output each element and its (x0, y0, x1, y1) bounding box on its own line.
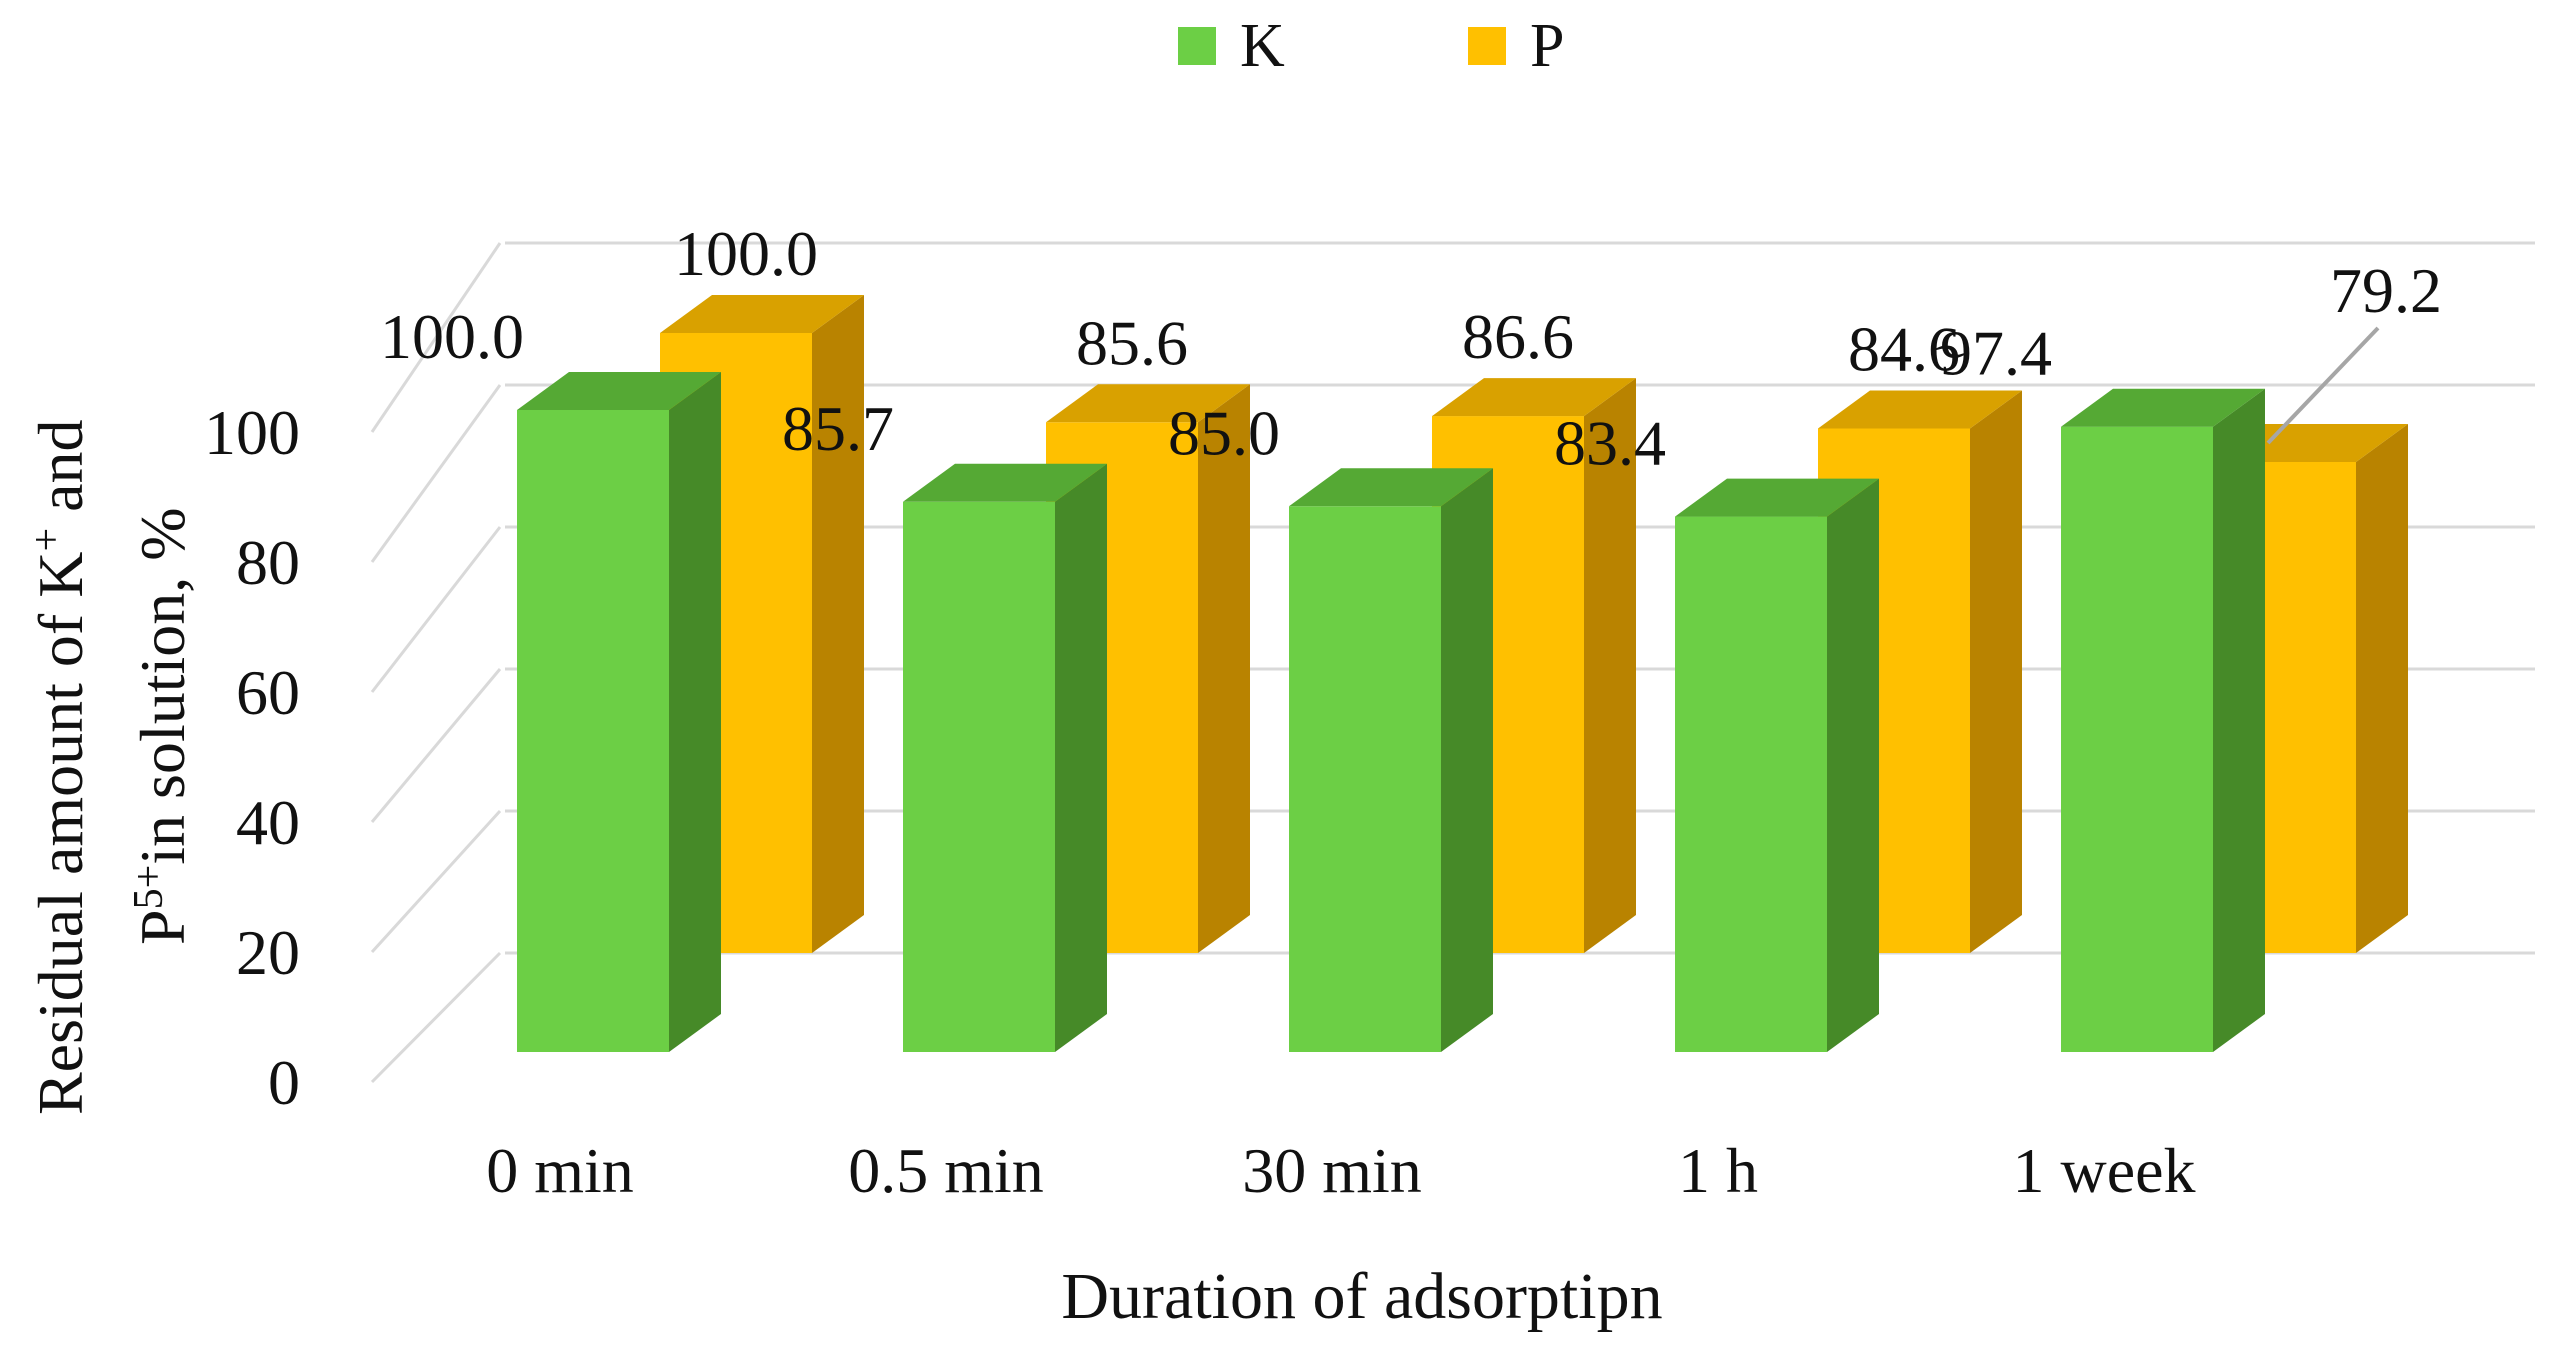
label-leader-line (2266, 326, 2380, 445)
bar-top-face (1046, 384, 1250, 423)
bar-side-face (669, 372, 721, 1052)
x-tick-label: 30 min (1242, 1135, 1422, 1206)
data-label-p: 84.6 (1848, 313, 1960, 384)
y-tick-label: 60 (236, 657, 300, 728)
bar-front-face (1675, 516, 1827, 1052)
gridline-diagonal (370, 242, 502, 433)
y-axis-title-line1: Residual amount of K+ and (24, 419, 96, 1115)
bar-top-face (517, 372, 721, 410)
data-label-k: 83.4 (1554, 408, 1666, 479)
y-tick-label: 0 (268, 1047, 300, 1118)
bar-k (1289, 468, 1493, 1052)
bar-front-face (2061, 426, 2213, 1052)
bar-front-face (517, 410, 669, 1052)
gridline-diagonal (370, 384, 502, 563)
y-tick-label: 40 (236, 787, 300, 858)
y-tick-label: 100 (204, 397, 300, 468)
legend-label-p: P (1530, 12, 1564, 80)
bar-k (517, 372, 721, 1052)
bar-k (2061, 388, 2265, 1052)
gridline-diagonal (370, 526, 502, 693)
bar-top-face (1675, 478, 1879, 517)
x-tick-label: 0 min (486, 1135, 634, 1206)
y-tick-label: 80 (236, 527, 300, 598)
bar-front-face (1289, 506, 1441, 1052)
x-tick-label: 1 week (2012, 1135, 2195, 1206)
bar-side-face (1970, 390, 2022, 954)
y-axis-ticks: 0 20 40 60 80 100 (204, 397, 300, 1118)
data-label-p: 79.2 (2330, 255, 2442, 326)
legend-swatch-p (1468, 27, 1506, 65)
gridline-diagonal (370, 668, 502, 823)
data-label-k: 85.0 (1168, 397, 1280, 468)
data-label-k: 100.0 (380, 301, 524, 372)
bar-k (1675, 478, 1879, 1052)
x-axis-title: Duration of adsorptipn (1061, 1260, 1662, 1333)
bar-front-face (903, 501, 1055, 1052)
bar-side-face (1584, 378, 1636, 954)
bar-top-face (1289, 468, 1493, 507)
x-axis-ticks: 0 min 0.5 min 30 min 1 h 1 week (486, 1135, 2195, 1206)
bar-side-face (1827, 478, 1879, 1052)
x-tick-label: 1 h (1678, 1135, 1758, 1206)
bar-side-face (2213, 388, 2265, 1052)
bar-side-face (812, 295, 864, 953)
bars (517, 295, 2408, 1052)
bar-top-face (660, 295, 864, 333)
bar-side-face (1055, 463, 1107, 1052)
data-label-p: 100.0 (674, 218, 818, 289)
bar-side-face (1441, 468, 1493, 1052)
bar-top-face (1432, 378, 1636, 417)
bar-k (903, 463, 1107, 1052)
y-tick-label: 20 (236, 917, 300, 988)
bar-side-face (1198, 384, 1250, 953)
legend-label-k: K (1240, 12, 1285, 80)
data-label-p: 86.6 (1462, 301, 1574, 372)
gridline-diagonal (370, 809, 502, 954)
bar-top-face (1818, 390, 2022, 429)
y-axis-title-line2: P5+in solution, % (126, 507, 198, 945)
legend: K P (1178, 12, 1564, 80)
data-labels: 100.0 100.0 85.7 85.6 85.0 86.6 83.4 84.697.4 79… (380, 218, 2442, 479)
bar-side-face (2356, 423, 2408, 954)
bar-top-face (2061, 388, 2265, 427)
x-tick-label: 0.5 min (848, 1135, 1044, 1206)
bar-top-face (903, 463, 1107, 502)
data-label-k: 97.4 (1940, 318, 2052, 389)
data-label-p: 85.6 (1076, 307, 1188, 378)
legend-swatch-k (1178, 27, 1216, 65)
gridline-diagonal (370, 951, 502, 1084)
data-label-k: 85.7 (782, 393, 894, 464)
